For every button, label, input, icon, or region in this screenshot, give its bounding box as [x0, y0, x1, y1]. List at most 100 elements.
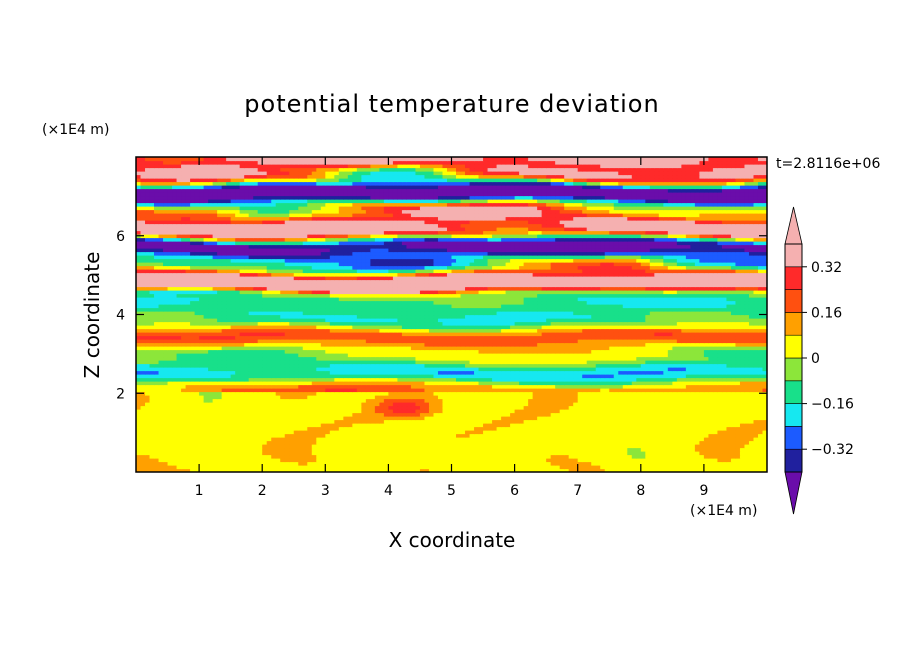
field-cell: [401, 454, 408, 459]
field-cell: [564, 363, 570, 368]
field-cell: [235, 468, 241, 472]
field-cell: [645, 419, 651, 424]
field-cell: [203, 419, 209, 424]
field-cell: [582, 384, 588, 389]
field-cell: [352, 454, 358, 459]
field-cell: [708, 458, 714, 463]
field-cell: [307, 349, 313, 354]
field-cell: [203, 370, 209, 375]
field-cell: [690, 444, 696, 449]
field-cell: [676, 384, 682, 389]
field-cell: [703, 402, 710, 407]
field-cell: [275, 356, 281, 361]
field-cell: [667, 409, 673, 414]
field-cell: [573, 402, 579, 407]
field-cell: [645, 349, 651, 354]
field-cell: [492, 374, 498, 379]
field-cell: [370, 356, 376, 361]
field-cell: [289, 367, 295, 372]
field-cell: [726, 465, 732, 470]
field-cell: [338, 349, 344, 354]
field-cell: [226, 412, 232, 417]
field-cell: [672, 405, 678, 410]
field-cell: [415, 468, 421, 472]
field-cell: [248, 437, 254, 442]
field-cell: [361, 412, 367, 417]
field-cell: [532, 468, 538, 472]
field-cell: [532, 412, 538, 417]
field-cell: [415, 416, 421, 421]
field-cell: [388, 353, 394, 358]
field-cell: [604, 363, 610, 368]
field-cell: [456, 423, 462, 428]
field-cell: [334, 412, 340, 417]
field-cell: [564, 388, 570, 393]
field-cell: [609, 402, 615, 407]
field-cell: [262, 423, 268, 428]
field-cell: [478, 465, 484, 470]
field-cell: [289, 447, 295, 452]
field-cell: [149, 349, 155, 354]
field-cell: [176, 384, 182, 389]
field-cell: [469, 440, 475, 445]
field-cell: [654, 363, 660, 368]
field-cell: [622, 437, 628, 442]
field-cell: [456, 440, 462, 445]
field-cell: [325, 363, 331, 368]
field-cell: [469, 416, 475, 421]
field-cell: [604, 423, 610, 428]
field-cell: [230, 363, 236, 368]
field-cell: [600, 454, 606, 459]
field-cell: [528, 374, 534, 379]
field-cell: [681, 381, 687, 386]
field-cell: [658, 437, 664, 442]
field-cell: [266, 437, 272, 442]
field-cell: [239, 458, 245, 463]
field-cell: [140, 468, 146, 472]
field-cell: [532, 440, 538, 445]
field-cell: [559, 437, 565, 442]
field-cell: [690, 367, 696, 372]
field-cell: [347, 381, 353, 386]
field-cell: [487, 363, 493, 368]
field-cell: [559, 391, 565, 396]
field-cell: [145, 447, 151, 452]
field-cell: [685, 360, 691, 365]
field-cell: [618, 451, 624, 456]
field-cell: [523, 437, 529, 442]
field-cell: [446, 391, 453, 396]
field-cell: [248, 356, 254, 361]
field-cell: [442, 451, 448, 456]
field-cell: [730, 444, 737, 449]
field-cell: [667, 416, 673, 421]
field-cell: [622, 458, 628, 463]
field-cell: [424, 349, 430, 354]
field-cell: [609, 374, 615, 379]
field-cell: [428, 384, 435, 389]
field-cell: [275, 409, 281, 414]
field-cell: [235, 370, 241, 375]
field-cell: [631, 409, 637, 414]
field-cell: [708, 433, 714, 438]
field-cell: [338, 419, 344, 424]
field-cell: [302, 454, 308, 459]
field-cell: [460, 367, 466, 372]
field-cell: [374, 391, 380, 396]
field-cell: [397, 367, 403, 372]
field-cell: [442, 444, 448, 449]
field-cell: [753, 402, 759, 407]
field-cell: [681, 447, 687, 452]
field-cell: [311, 395, 317, 400]
field-cell: [280, 458, 286, 463]
field-cell: [275, 447, 281, 452]
field-cell: [356, 346, 362, 351]
field-cell: [483, 367, 489, 372]
field-cell: [537, 370, 543, 375]
field-cell: [428, 349, 435, 354]
field-cell: [595, 444, 601, 449]
field-cell: [419, 388, 426, 393]
field-cell: [514, 454, 520, 459]
field-cell: [199, 426, 205, 431]
field-cell: [433, 416, 439, 421]
field-cell: [275, 367, 281, 372]
